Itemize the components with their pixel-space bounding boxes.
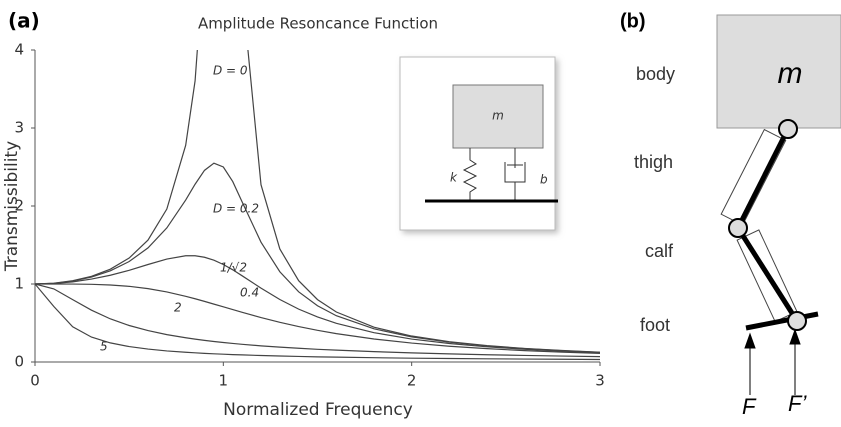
force-label: F’ <box>788 391 807 416</box>
curve-label: D = 0.2 <box>213 202 259 216</box>
panel-label: (a) <box>8 9 40 33</box>
curve-label: 0.4 <box>240 286 259 300</box>
y-tick-label: 3 <box>14 119 24 137</box>
curve-label: 5 <box>100 340 108 354</box>
thigh-sketch <box>721 130 786 226</box>
x-tick-label: 2 <box>407 372 417 390</box>
panel-label: (b) <box>620 10 646 32</box>
y-tick-label: 4 <box>14 41 24 59</box>
spring-label: k <box>450 171 458 185</box>
ankle-joint <box>788 312 806 330</box>
figure: (a) Amplitude Resoncance Function Normal… <box>0 0 841 423</box>
x-tick-label: 0 <box>30 372 40 390</box>
y-tick-label: 2 <box>14 197 24 215</box>
curve-label: D = 0 <box>213 64 248 78</box>
force-arrow <box>790 330 800 395</box>
segment-label: foot <box>640 315 670 335</box>
calf-link <box>738 228 797 321</box>
page: {"panel_a_label": "(a)", "chart_data": {… <box>0 0 841 427</box>
damper-label: b <box>540 173 548 187</box>
body-mass-label: m <box>778 57 803 90</box>
curve <box>35 284 600 353</box>
curve-label: 1/√2 <box>220 261 247 275</box>
segment-label: thigh <box>634 152 673 172</box>
force-arrow <box>745 334 755 395</box>
curve <box>35 284 600 357</box>
y-tick-label: 1 <box>14 275 24 293</box>
chart-title: Amplitude Resoncance Function <box>198 15 438 33</box>
inset-diagram: m k b <box>400 57 558 230</box>
x-tick-label: 3 <box>595 372 605 390</box>
knee-joint <box>729 219 747 237</box>
segment-label: calf <box>645 241 674 261</box>
curve <box>35 256 600 353</box>
x-tick-label: 1 <box>219 372 229 390</box>
segment-label: body <box>636 64 675 84</box>
inset-mass-label: m <box>492 109 504 123</box>
force-label: F <box>742 394 757 419</box>
y-tick-label: 0 <box>14 353 24 371</box>
hip-joint <box>779 120 797 138</box>
x-axis-label: Normalized Frequency <box>223 400 413 420</box>
curve-label: 2 <box>174 301 182 315</box>
leg-diagram: (b) m body thigh calf foot F F’ <box>620 10 841 419</box>
